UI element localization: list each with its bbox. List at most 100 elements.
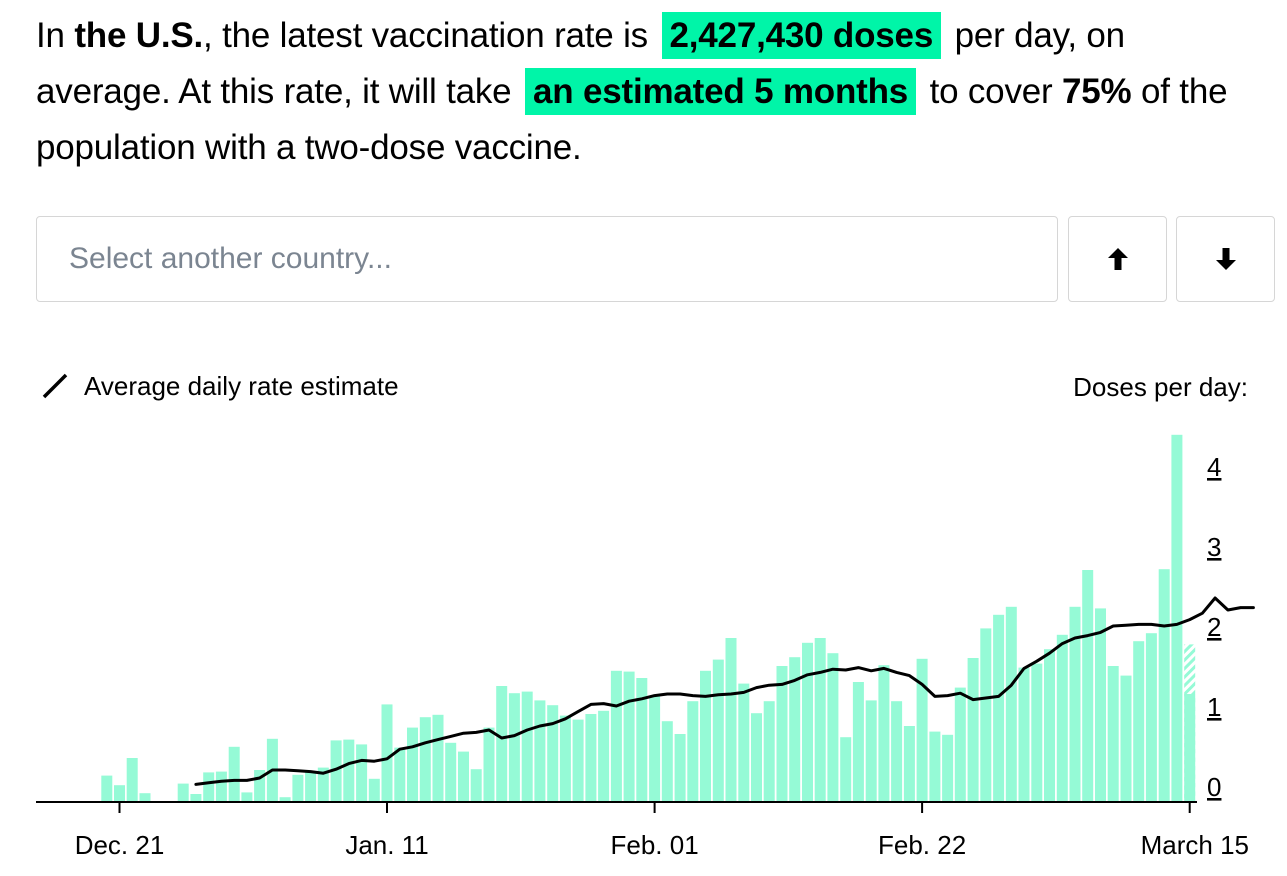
summary-text: In — [36, 16, 75, 55]
x-tick-label: Dec. 21 — [75, 830, 165, 860]
country-search-input[interactable] — [36, 216, 1058, 302]
daily-doses-bar — [1158, 569, 1170, 802]
daily-doses-bar — [1120, 675, 1132, 802]
daily-doses-bar — [534, 700, 546, 802]
daily-doses-bar — [789, 657, 801, 802]
daily-doses-bar — [903, 726, 915, 802]
daily-doses-bar — [228, 746, 240, 802]
average-rate-line — [194, 596, 1255, 786]
chart-legend: Average daily rate estimate — [40, 368, 399, 404]
arrow-up-icon — [1107, 248, 1128, 270]
daily-doses-bar — [610, 670, 622, 802]
daily-doses-bar — [445, 742, 457, 802]
daily-doses-bar — [623, 671, 635, 802]
daily-doses-bar — [1044, 649, 1055, 802]
daily-doses-bar — [343, 739, 355, 802]
daily-doses-bar — [572, 719, 584, 802]
daily-doses-bar — [254, 770, 266, 802]
daily-doses-bar — [1107, 666, 1119, 802]
daily-doses-bar — [496, 686, 508, 802]
daily-doses-bar — [394, 747, 406, 802]
daily-doses-bar — [1145, 633, 1157, 802]
y-tick-label: 3 — [1207, 532, 1221, 562]
daily-doses-bar — [852, 682, 864, 802]
y-axis-unit-label: Doses per day: — [1073, 372, 1248, 402]
daily-doses-bar — [929, 731, 941, 802]
summary-text: to cover — [920, 72, 1062, 111]
daily-doses-bar — [1095, 608, 1106, 802]
daily-doses-bar — [508, 693, 520, 802]
daily-doses-bar — [814, 638, 826, 802]
daily-doses-bar — [776, 666, 788, 802]
x-tick-label: Jan. 11 — [345, 830, 428, 860]
previous-country-button[interactable] — [1068, 216, 1167, 302]
daily-doses-bar — [585, 714, 597, 802]
summary-percent: 75% — [1062, 72, 1132, 111]
daily-doses-bar — [840, 737, 852, 802]
y-tick-label: 1 — [1207, 692, 1221, 722]
vaccination-summary: In the U.S., the latest vaccination rate… — [36, 8, 1266, 176]
daily-doses-bar — [356, 744, 368, 802]
y-tick-label: 2 — [1207, 612, 1221, 642]
daily-doses-bar — [1005, 606, 1017, 802]
daily-doses-bar — [190, 794, 202, 802]
daily-doses-bar — [114, 785, 125, 802]
legend-label: Average daily rate estimate — [84, 370, 399, 401]
daily-doses-bar — [1056, 634, 1068, 802]
daily-doses-bar — [725, 638, 737, 802]
daily-doses-bar — [470, 769, 482, 802]
daily-doses-bar — [954, 687, 966, 802]
line-swatch-icon — [42, 373, 68, 399]
daily-doses-bar — [203, 772, 215, 802]
daily-doses-bar — [126, 758, 138, 802]
summary-rate-highlight: 2,427,430 doses — [661, 12, 942, 59]
daily-doses-bar — [330, 740, 342, 802]
y-tick-label: 0 — [1207, 772, 1221, 802]
daily-doses-bar — [521, 691, 533, 802]
daily-doses-bar — [241, 792, 253, 802]
summary-text: per day, on average. At this rate, it wi… — [36, 16, 1125, 111]
daily-doses-bar — [712, 659, 724, 802]
daily-doses-bar — [547, 705, 559, 802]
daily-doses-bar — [827, 653, 839, 802]
x-tick-label: March 15 — [1141, 830, 1249, 860]
daily-doses-bar — [368, 778, 380, 802]
daily-doses-bar — [1133, 641, 1145, 802]
daily-doses-bar — [215, 771, 227, 802]
daily-doses-bar — [802, 642, 813, 802]
summary-duration-highlight: an estimated 5 months — [524, 68, 917, 115]
daily-doses-bar — [139, 793, 151, 802]
daily-doses-bar — [700, 670, 711, 802]
daily-doses-bar — [993, 614, 1005, 802]
summary-text: , the latest vaccination rate is — [203, 16, 658, 55]
daily-doses-bar — [916, 658, 928, 802]
daily-doses-bar — [1082, 570, 1094, 802]
next-country-button[interactable] — [1176, 216, 1275, 302]
y-tick-label: 4 — [1207, 452, 1221, 482]
daily-doses-bar — [1171, 434, 1183, 802]
partial-day-bar — [1184, 644, 1196, 802]
daily-doses-bar — [598, 710, 610, 802]
daily-doses-bar — [177, 783, 189, 802]
x-tick-label: Feb. 22 — [878, 830, 966, 860]
daily-doses-bar — [674, 734, 686, 802]
daily-doses-bar — [891, 701, 903, 802]
daily-doses-bar — [1031, 663, 1043, 802]
daily-doses-bar — [865, 700, 877, 802]
x-tick-label: Feb. 01 — [611, 830, 699, 860]
daily-doses-bar — [1018, 667, 1030, 802]
daily-doses-bar — [458, 751, 469, 802]
daily-doses-bar — [292, 774, 304, 802]
daily-doses-bar — [317, 767, 329, 802]
daily-doses-bar — [967, 658, 979, 802]
daily-doses-bar — [381, 704, 393, 802]
daily-doses-bar — [649, 696, 661, 802]
daily-doses-bar — [738, 683, 750, 802]
daily-doses-bar — [559, 715, 571, 802]
daily-doses-bar — [419, 717, 431, 802]
daily-doses-bar — [101, 775, 113, 802]
daily-doses-bar — [661, 721, 673, 802]
daily-doses-bar — [636, 678, 648, 802]
daily-doses-bar — [305, 771, 317, 802]
